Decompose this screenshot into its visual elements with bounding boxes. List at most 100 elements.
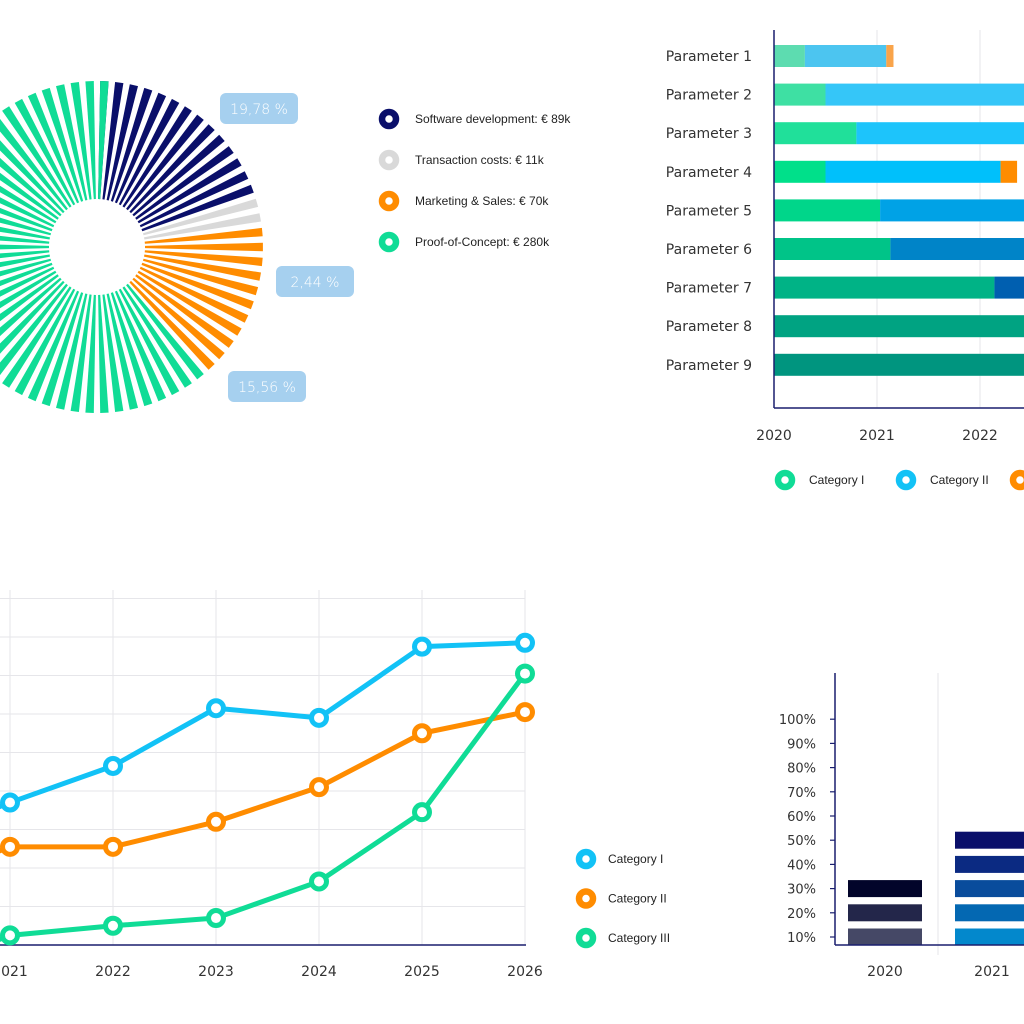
pie-ray-0 [118, 98, 180, 206]
pie-ray-3 [0, 157, 62, 217]
legend-marker [378, 149, 400, 171]
legend-marker [575, 888, 597, 909]
pie-ray-0 [141, 184, 254, 232]
pie-ray-0 [102, 82, 124, 200]
pie-ray-0 [137, 158, 242, 224]
pie-ray-3 [0, 226, 50, 240]
bar-segment [774, 238, 891, 260]
legend-marker [575, 848, 597, 870]
legend-label: Proof-of-Concept: € 280k [415, 235, 550, 249]
data-point [412, 723, 432, 744]
legend-marker [378, 190, 400, 212]
bar-block [955, 831, 1024, 849]
legend-label: Category I [608, 852, 663, 866]
pie-ray-3 [98, 294, 109, 413]
pie-ray-3 [0, 140, 65, 214]
data-point [0, 836, 20, 857]
bar-segment [774, 45, 805, 67]
pie-ray-3 [0, 207, 53, 232]
bar-segment [856, 122, 1024, 145]
row-label: Parameter 6 [666, 242, 752, 258]
pie-ray-3 [0, 118, 68, 211]
pie-ray-3 [14, 288, 76, 396]
x-tick-label: 2025 [404, 964, 440, 980]
data-point [206, 811, 226, 832]
bar-segment [774, 276, 995, 299]
pie-ray-3 [41, 87, 84, 202]
pie-ray-3 [118, 288, 180, 396]
bar-segment [994, 276, 1024, 299]
pie-ray-3 [2, 286, 72, 388]
pie-ray-2 [144, 227, 263, 244]
bar-segment [774, 353, 1024, 376]
x-tick-label: 2022 [962, 428, 998, 444]
pie-ray-3 [56, 84, 88, 201]
data-point [412, 802, 432, 823]
data-point [103, 836, 123, 857]
legend-label: Marketing & Sales: € 70k [415, 194, 549, 208]
pie-ray-3 [114, 290, 167, 402]
pie-ray-3 [0, 283, 68, 376]
legend-marker [774, 469, 796, 491]
bar-segment [890, 238, 1024, 260]
legend-marker [895, 469, 917, 491]
legend-label: Category II [930, 473, 989, 487]
pie-ray-3 [70, 294, 92, 412]
bar-block [955, 904, 1024, 922]
pie-ray-2 [141, 262, 254, 310]
x-tick-label: 2020 [756, 428, 792, 444]
pie-ray-3 [85, 294, 96, 413]
bar-segment [1000, 160, 1018, 183]
pie-ray-3 [0, 197, 55, 228]
data-point [309, 777, 329, 798]
pie-ray-3 [56, 293, 88, 410]
y-tick-label: 40% [787, 858, 816, 873]
y-tick-label: 30% [787, 883, 816, 898]
pie-ray-0 [110, 87, 153, 202]
pie-ray-3 [0, 185, 57, 224]
percent-label-box [276, 266, 354, 297]
legend-label: Category III [608, 931, 670, 945]
bar-segment [886, 45, 894, 67]
percent-label-box [220, 93, 298, 124]
bar-segment [804, 45, 887, 67]
pie-ray-3 [0, 172, 59, 220]
y-tick-label: 50% [787, 834, 816, 849]
legend-label: Transaction costs: € 11k [415, 153, 545, 167]
y-tick-label: 70% [787, 786, 816, 801]
row-label: Parameter 8 [666, 319, 752, 335]
bar-block [955, 880, 1024, 898]
x-tick-label: 2023 [198, 964, 234, 980]
data-point [309, 871, 329, 892]
pie-ray-3 [85, 81, 96, 200]
bar-segment [880, 199, 1024, 222]
pie-ray-0 [129, 124, 215, 214]
pie-ray-3 [0, 217, 51, 236]
data-point [103, 915, 123, 936]
pie-ray-3 [126, 283, 204, 380]
pie-ray-0 [132, 134, 225, 217]
bar-block [955, 855, 1024, 873]
x-tick-label: 2024 [301, 964, 337, 980]
pie-ray-3 [0, 258, 51, 277]
bar-block [848, 928, 922, 946]
data-point [0, 792, 20, 813]
row-label: Parameter 2 [666, 88, 752, 104]
data-point [103, 755, 123, 776]
pie-ray-3 [70, 82, 92, 200]
pie-ray-2 [139, 266, 249, 323]
pie-ray-1 [143, 198, 259, 236]
bar-segment [774, 199, 881, 222]
legend-label: Category I [809, 473, 864, 487]
x-tick-label: 2022 [95, 964, 131, 980]
data-point [515, 702, 535, 723]
pie-ray-3 [0, 262, 53, 287]
row-label: Parameter 4 [666, 165, 752, 181]
pie-ray-3 [41, 292, 84, 407]
pie-ray-3 [106, 293, 138, 410]
pie-ray-3 [0, 244, 49, 250]
row-label: Parameter 3 [666, 126, 752, 142]
percent-label: 15,56 % [238, 380, 296, 396]
pie-ray-2 [129, 280, 215, 370]
